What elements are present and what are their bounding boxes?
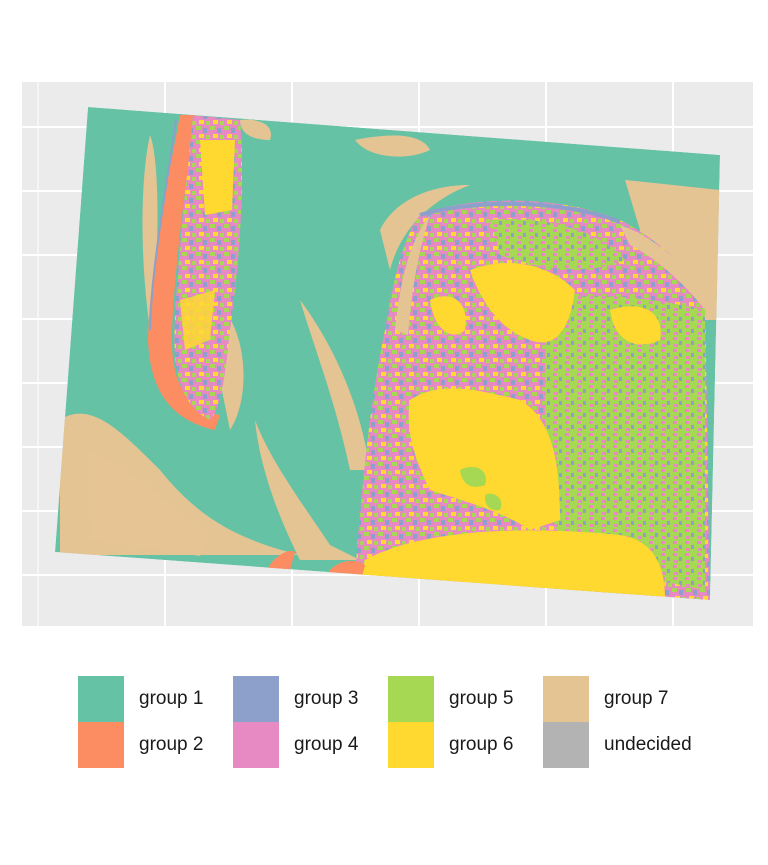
legend-swatch [388, 676, 434, 722]
legend-item-group-6: group 6 [388, 722, 513, 768]
legend-swatch [543, 676, 589, 722]
legend-item-group-7: group 7 [543, 676, 668, 722]
legend-label: group 5 [449, 688, 514, 709]
legend-label: group 4 [294, 734, 359, 755]
legend-swatch [543, 722, 589, 768]
legend-label: undecided [604, 734, 692, 755]
legend-item-group-2: group 2 [78, 722, 203, 768]
legend-label: group 1 [139, 688, 204, 709]
legend-swatch [78, 722, 124, 768]
legend-swatch [388, 722, 434, 768]
legend: group 1 group 2 group 3 group 4 group 5 … [78, 676, 718, 770]
legend-label: group 7 [604, 688, 669, 709]
legend-item-undecided: undecided [543, 722, 692, 768]
legend-swatch [233, 676, 279, 722]
legend-item-group-4: group 4 [233, 722, 358, 768]
legend-swatch [233, 722, 279, 768]
legend-swatch [78, 676, 124, 722]
legend-label: group 6 [449, 734, 514, 755]
legend-label: group 3 [294, 688, 359, 709]
western-island-group2 [148, 115, 220, 430]
legend-item-group-5: group 5 [388, 676, 513, 722]
legend-label: group 2 [139, 734, 204, 755]
legend-item-group-3: group 3 [233, 676, 358, 722]
legend-item-group-1: group 1 [78, 676, 203, 722]
map-raster [55, 107, 720, 600]
